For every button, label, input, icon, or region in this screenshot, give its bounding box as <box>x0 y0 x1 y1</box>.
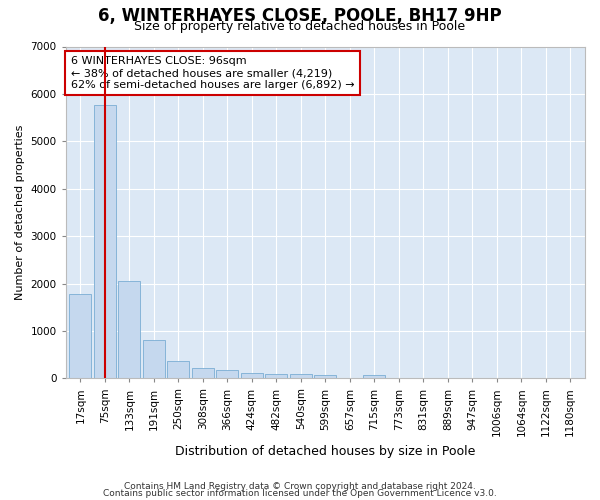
Bar <box>70 294 91 378</box>
Bar <box>94 105 116 378</box>
Bar <box>143 340 165 378</box>
Bar <box>167 361 190 378</box>
Text: Size of property relative to detached houses in Poole: Size of property relative to detached ho… <box>134 20 466 33</box>
Bar <box>290 374 312 378</box>
Bar <box>314 375 337 378</box>
Bar <box>217 370 238 378</box>
Text: Contains public sector information licensed under the Open Government Licence v3: Contains public sector information licen… <box>103 490 497 498</box>
Bar <box>118 280 140 378</box>
X-axis label: Distribution of detached houses by size in Poole: Distribution of detached houses by size … <box>175 444 476 458</box>
Bar <box>364 375 385 378</box>
Text: 6 WINTERHAYES CLOSE: 96sqm
← 38% of detached houses are smaller (4,219)
62% of s: 6 WINTERHAYES CLOSE: 96sqm ← 38% of deta… <box>71 56 355 90</box>
Bar <box>241 373 263 378</box>
Text: Contains HM Land Registry data © Crown copyright and database right 2024.: Contains HM Land Registry data © Crown c… <box>124 482 476 491</box>
Y-axis label: Number of detached properties: Number of detached properties <box>15 125 25 300</box>
Bar <box>192 368 214 378</box>
Bar <box>265 374 287 378</box>
Text: 6, WINTERHAYES CLOSE, POOLE, BH17 9HP: 6, WINTERHAYES CLOSE, POOLE, BH17 9HP <box>98 8 502 26</box>
